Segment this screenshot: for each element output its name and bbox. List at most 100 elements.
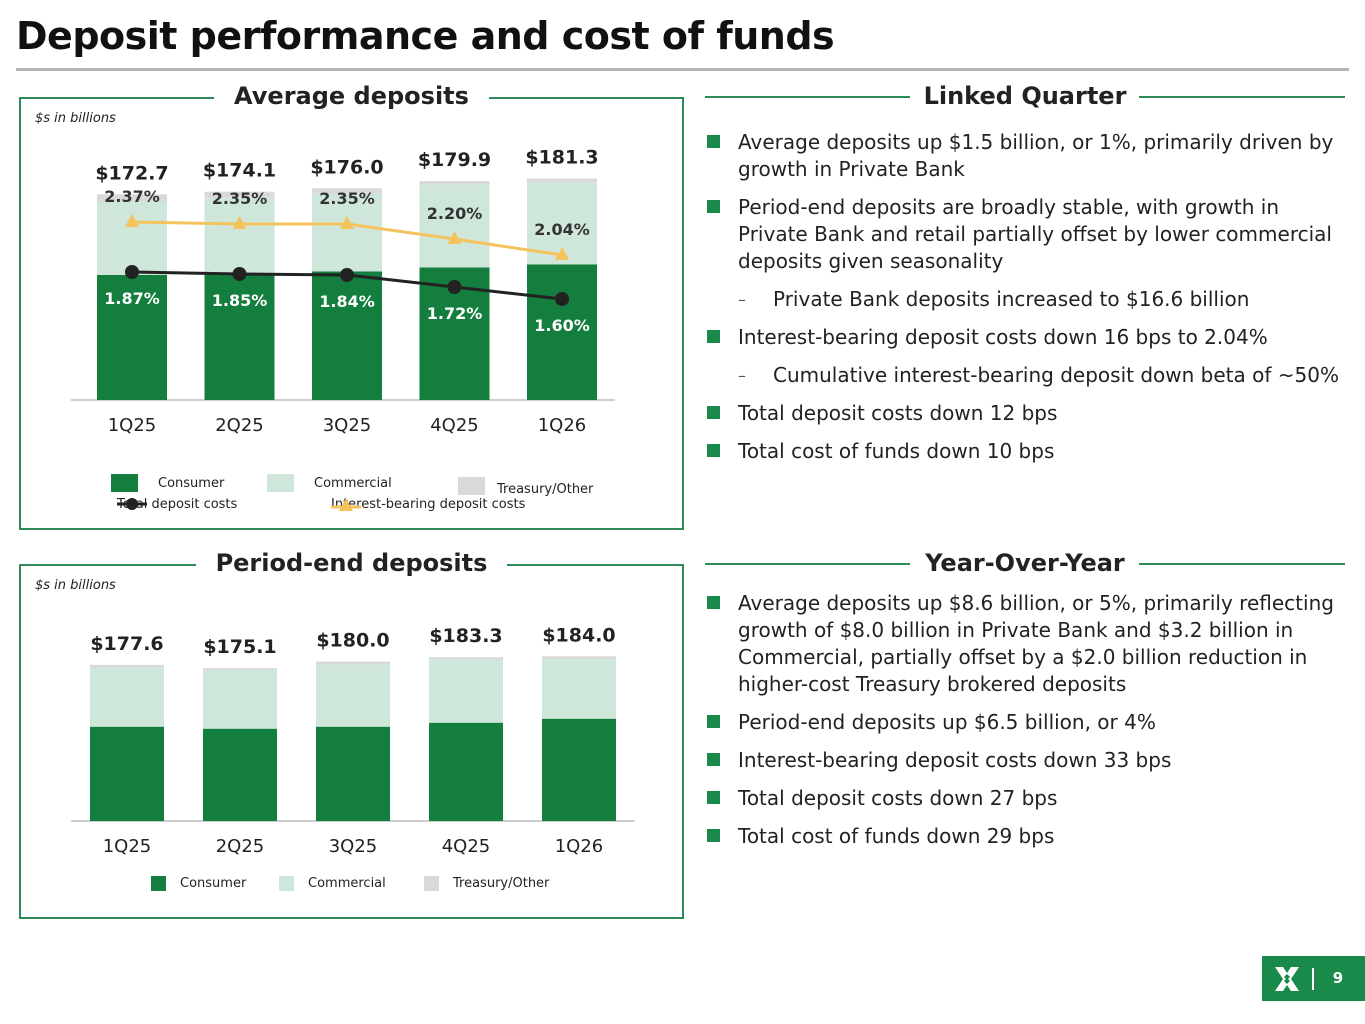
bar-total-label: $176.0 xyxy=(310,156,383,178)
treasury-swatch xyxy=(458,476,485,495)
legend-treasury: Treasury/Other xyxy=(497,482,594,497)
bar-total-label: $183.3 xyxy=(429,625,502,647)
commercial-segment xyxy=(312,193,382,272)
treasury-segment xyxy=(429,657,503,660)
legend-commercial: Commercial xyxy=(308,876,386,891)
consumer-segment xyxy=(429,722,503,821)
bar-total-label: $181.3 xyxy=(525,147,598,169)
total-cost-label: 1.72% xyxy=(427,304,483,323)
commercial-segment xyxy=(90,667,164,727)
commercial-segment xyxy=(97,201,167,275)
linked-quarter-bullet: Average deposits up $1.5 billion, or 1%,… xyxy=(705,129,1355,183)
interest-bearing-point xyxy=(340,216,354,229)
total-cost-line-icon xyxy=(117,498,147,510)
total-cost-label: 1.85% xyxy=(212,291,268,310)
x-tick-label: 4Q25 xyxy=(442,836,491,857)
average-deposits-units: $s in billions xyxy=(35,111,116,126)
interest-bearing-point xyxy=(447,231,462,244)
linked-quarter-bullet: Period-end deposits are broadly stable, … xyxy=(705,194,1355,275)
treasury-segment xyxy=(312,188,382,194)
x-tick-label: 1Q26 xyxy=(538,415,587,436)
legend-interest-bearing-costs: Interest-bearing deposit costs xyxy=(331,497,526,512)
bar-total-label: $175.1 xyxy=(203,636,276,658)
year-over-year-bullet: Total deposit costs down 27 bps xyxy=(705,785,1355,812)
treasury-segment xyxy=(204,191,275,198)
interest-bearing-point xyxy=(232,216,247,229)
treasury-segment xyxy=(527,178,597,182)
treasury-segment xyxy=(203,668,277,670)
consumer-segment xyxy=(203,728,277,821)
consumer-swatch xyxy=(151,876,166,891)
linked-quarter-bullet: Total cost of funds down 10 bps xyxy=(705,438,1355,465)
period-end-deposits-panel: Period-end deposits $s in billions $177.… xyxy=(19,549,684,919)
brand-logo-icon xyxy=(1275,967,1299,991)
period-end-deposits-title: Period-end deposits xyxy=(195,549,508,577)
x-tick-label: 1Q25 xyxy=(103,836,152,857)
commercial-segment xyxy=(203,669,277,729)
legend-commercial: Commercial xyxy=(314,475,392,491)
bar-total-label: $177.6 xyxy=(90,633,163,655)
consumer-swatch xyxy=(111,474,138,492)
commercial-swatch xyxy=(279,876,294,891)
x-tick-label: 1Q26 xyxy=(555,836,604,857)
year-over-year-bullets: Average deposits up $8.6 billion, or 5%,… xyxy=(705,590,1355,861)
bar-total-label: $184.0 xyxy=(542,624,615,646)
average-deposits-panel: Average deposits $s in billions $172.7 1Q… xyxy=(19,82,684,530)
interest-bearing-label: 2.20% xyxy=(427,204,483,223)
consumer-segment xyxy=(542,718,616,821)
period-end-deposits-units: $s in billions xyxy=(35,578,116,593)
commercial-segment xyxy=(419,184,490,268)
treasury-segment xyxy=(97,194,167,202)
year-over-year-bullet: Period-end deposits up $6.5 billion, or … xyxy=(705,709,1355,736)
linked-quarter-bullets: Average deposits up $1.5 billion, or 1%,… xyxy=(705,129,1355,476)
year-over-year-bullet: Average deposits up $8.6 billion, or 5%,… xyxy=(705,590,1355,698)
bar-total-label: $179.9 xyxy=(418,149,491,171)
commercial-segment xyxy=(542,658,616,719)
legend-consumer: Consumer xyxy=(180,876,247,891)
treasury-segment xyxy=(90,664,164,668)
treasury-swatch xyxy=(424,876,439,891)
interest-bearing-label: 2.35% xyxy=(319,189,375,208)
commercial-swatch xyxy=(267,474,294,492)
average-deposits-title: Average deposits xyxy=(214,82,489,110)
linked-quarter-heading: Linked Quarter xyxy=(705,82,1345,112)
bar-total-label: $172.7 xyxy=(95,162,168,184)
period-end-deposits-chart: $177.6 1Q25 $175.1 2Q25 $180.0 3Q25 $183.3 4Q25… xyxy=(71,624,635,857)
x-tick-label: 2Q25 xyxy=(215,415,264,436)
brand-footer: 9 xyxy=(1262,956,1365,1001)
linked-quarter-sub-bullet: Cumulative interest-bearing deposit down… xyxy=(705,362,1355,389)
interest-bearing-label: 2.04% xyxy=(534,220,590,239)
consumer-segment xyxy=(316,726,390,821)
page-number: 9 xyxy=(1332,969,1344,987)
total-cost-point xyxy=(447,280,462,294)
x-tick-label: 4Q25 xyxy=(430,415,479,436)
legend-total-deposit-costs: Total deposit costs xyxy=(117,497,238,512)
consumer-segment xyxy=(527,264,597,400)
year-over-year-heading: Year-Over-Year xyxy=(705,549,1345,579)
interest-bearing-label: 2.37% xyxy=(104,187,160,206)
bar-total-label: $180.0 xyxy=(316,630,389,652)
commercial-segment xyxy=(204,197,275,274)
year-over-year-bullet: Interest-bearing deposit costs down 33 b… xyxy=(705,747,1355,774)
treasury-segment xyxy=(419,181,490,185)
consumer-segment xyxy=(97,274,167,400)
legend-consumer: Consumer xyxy=(158,475,225,491)
average-deposits-chart: $172.7 1Q25 $174.1 2Q25 $176.0 3Q25 $179.9 4Q25… xyxy=(71,147,615,436)
consumer-segment xyxy=(204,273,275,400)
interest-cost-line-icon xyxy=(331,498,361,511)
consumer-segment xyxy=(90,726,164,821)
linked-quarter-sub-bullet: Private Bank deposits increased to $16.6… xyxy=(705,286,1355,313)
bar-total-label: $174.1 xyxy=(203,160,276,182)
total-cost-label: 1.60% xyxy=(534,316,590,335)
total-cost-label: 1.87% xyxy=(104,289,160,308)
title-divider xyxy=(16,68,1349,71)
legend-treasury: Treasury/Other xyxy=(453,876,550,891)
consumer-segment xyxy=(312,271,382,400)
year-over-year-bullet: Total cost of funds down 29 bps xyxy=(705,823,1355,850)
linked-quarter-bullet: Total deposit costs down 12 bps xyxy=(705,400,1355,427)
x-tick-label: 2Q25 xyxy=(216,836,265,857)
x-tick-label: 1Q25 xyxy=(108,415,157,436)
total-cost-point xyxy=(340,268,354,282)
treasury-segment xyxy=(542,656,616,659)
interest-bearing-label: 2.35% xyxy=(212,189,268,208)
